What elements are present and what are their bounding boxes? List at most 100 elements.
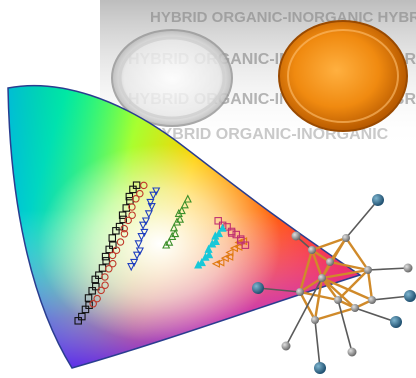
data-markers [74,181,250,325]
cluster-atom [308,246,316,254]
caption-line-1: HYBRID ORGANIC-INORGANIC HYBRID [150,9,416,26]
marker-circle [128,211,136,219]
cluster-atom [364,266,372,274]
marker-triangle-down [144,210,153,219]
cluster-bond [298,249,314,293]
marker-triangle-down [152,187,161,196]
marker-circle [109,259,117,268]
cluster-bond [299,276,323,294]
marker-square [214,217,222,225]
marker-square [228,229,236,237]
apex-atom [347,347,357,357]
marker-triangle-up [214,228,224,238]
marker-triangle-down [130,258,139,268]
marker-triangle-up [211,236,220,246]
cluster-bond [321,276,373,302]
marker-triangle-up [165,237,174,246]
marker-triangle-down [141,217,151,226]
cluster-atom [334,296,342,304]
marker-circle [101,273,109,281]
cluster-bond [329,237,347,263]
marker-circle [124,216,132,225]
marker-square [92,282,100,291]
cluster-bond [314,306,356,322]
marker-circle [89,300,97,308]
cie-outline [7,84,362,369]
marker-triangle-down [146,198,155,208]
marker-square [241,241,250,249]
ligand-atom [390,316,402,328]
marker-triangle-up [180,200,189,209]
cluster-atom [318,274,326,282]
marker-square [115,222,124,231]
marker-triangle-up [175,214,185,223]
marker-square [118,211,127,219]
cluster-bond [311,236,347,252]
cluster-atom [311,316,319,324]
ligand-atom [372,194,384,206]
cluster-atom [368,296,376,304]
marker-square [119,215,127,224]
marker-triangle-up [204,244,213,253]
ligand-bond [371,295,411,301]
marker-triangle-up [197,257,206,267]
cluster-bond [337,269,369,301]
marker-triangle-left [225,248,234,257]
marker-circle [112,246,121,254]
marker-triangle-down [132,251,142,260]
marker-circle [128,203,136,211]
marker-square [109,241,117,249]
marker-triangle-down [138,221,148,230]
marker-triangle-down [134,240,143,249]
cluster-bond [310,249,324,279]
cluster-molecule [252,194,416,374]
ligand-bond [354,307,397,323]
marker-triangle-down [137,233,146,242]
marker-triangle-up [171,228,180,238]
cluster-atom [351,304,359,312]
marker-square [84,294,93,302]
ligand-bond [314,319,321,369]
marker-square [237,236,245,245]
marker-circle [105,265,113,273]
marker-circle [93,294,101,303]
cluster-bond [321,268,369,280]
cluster-bond [329,260,369,272]
marker-triangle-up [218,223,227,232]
marker-square [122,204,131,212]
marker-square [132,181,141,189]
apex-atom [403,263,413,273]
marker-triangle-down [140,228,149,238]
marker-triangle-up [183,194,192,203]
marker-triangle-up [177,205,186,215]
ligand-bond [257,287,301,293]
marker-circle [120,230,129,238]
marker-triangle-down [135,247,144,256]
marker-triangle-down [149,191,158,200]
ligand-atom [252,282,264,294]
cluster-bond [321,277,356,309]
marker-triangle-up [205,250,214,259]
apex-atom [291,231,301,241]
clear-vial [111,29,233,127]
ligand-bond [337,299,353,353]
marker-triangle-left [216,258,225,267]
cluster-bond [313,277,324,321]
marker-square [125,192,134,201]
marker-square [232,230,241,239]
marker-circle [101,281,109,289]
marker-triangle-up [169,223,179,232]
ligand-atom [404,290,416,302]
marker-triangle-down [127,263,136,272]
marker-circle [132,195,140,203]
marker-triangle-left [225,252,234,261]
marker-square [78,312,86,321]
apex-atom [281,341,291,351]
marker-circle [116,238,125,246]
ligand-bond [285,277,323,347]
ligand-bond [367,267,409,271]
marker-square [102,257,110,265]
cluster-bond [366,269,374,301]
